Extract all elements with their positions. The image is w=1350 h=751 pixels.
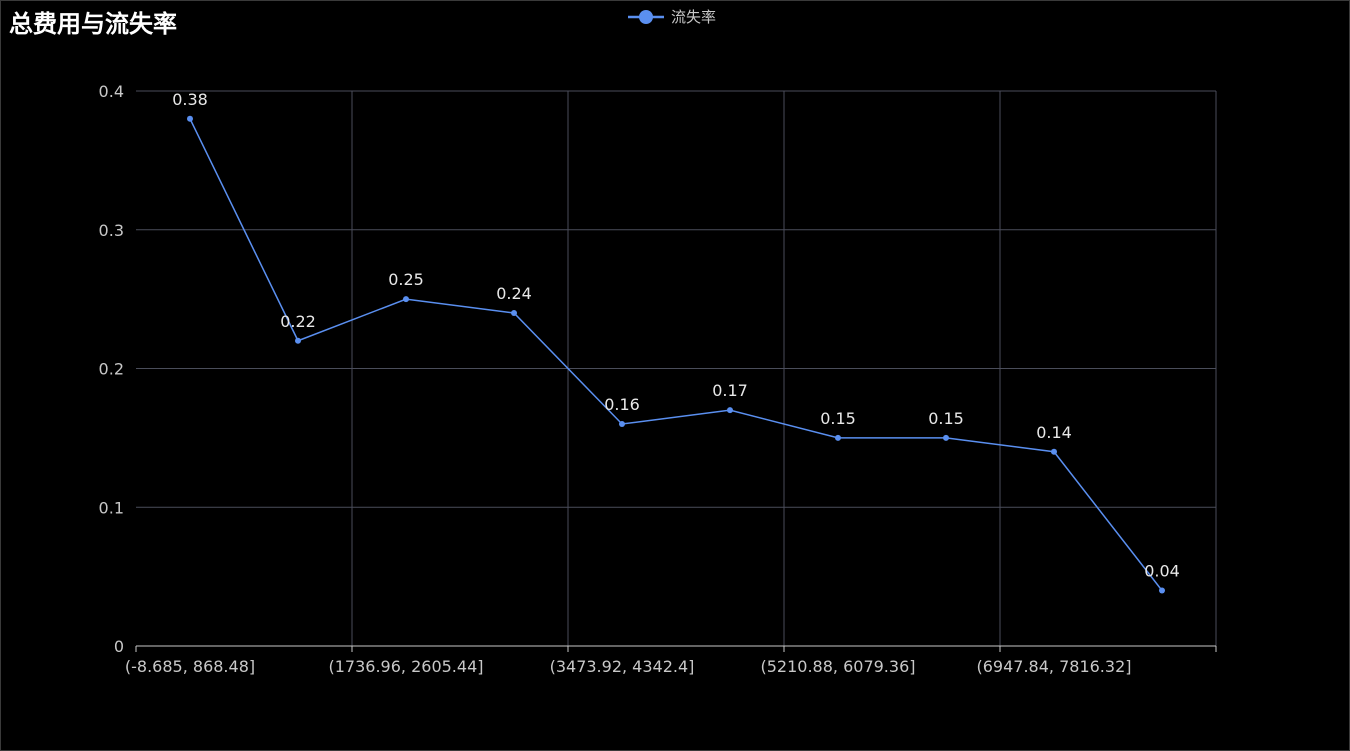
chart-title: 总费用与流失率 [9,10,177,38]
x-tick-label: (1736.96, 2605.44] [329,657,484,676]
y-tick-label: 0.4 [99,82,124,101]
data-point [727,407,733,414]
x-tick-label: (6947.84, 7816.32] [977,657,1132,676]
data-point [835,434,841,441]
y-tick-label: 0.1 [99,498,124,517]
data-label: 0.14 [1036,423,1072,442]
data-point [943,434,949,441]
data-point [511,310,517,316]
data-label: 0.16 [604,395,640,414]
data-point [187,115,193,122]
y-tick-label: 0.3 [99,221,124,240]
data-point [403,296,409,303]
x-tick-label: (-8.685, 868.48] [125,657,255,676]
legend-line-marker-icon [628,9,664,24]
x-tick-label: (5210.88, 6079.36] [761,657,916,676]
x-tick-label: (3473.92, 4342.4] [550,657,695,676]
data-point [295,337,301,344]
data-label: 0.24 [496,284,532,303]
legend-label: 流失率 [671,8,717,26]
data-label: 0.17 [712,381,748,400]
series-line [189,118,1163,591]
y-tick-label: 0.2 [99,360,124,379]
data-label: 0.15 [928,409,964,428]
data-point [1051,448,1057,455]
data-label: 0.04 [1144,562,1180,581]
data-label: 0.15 [820,409,856,428]
data-label: 0.25 [388,270,424,289]
y-tick-label: 0 [114,637,124,656]
data-label: 0.22 [280,312,316,331]
data-point [619,421,625,427]
data-label: 0.38 [172,90,208,109]
data-point [1159,587,1165,594]
legend-item-churn-rate[interactable]: 流失率 [627,6,716,27]
